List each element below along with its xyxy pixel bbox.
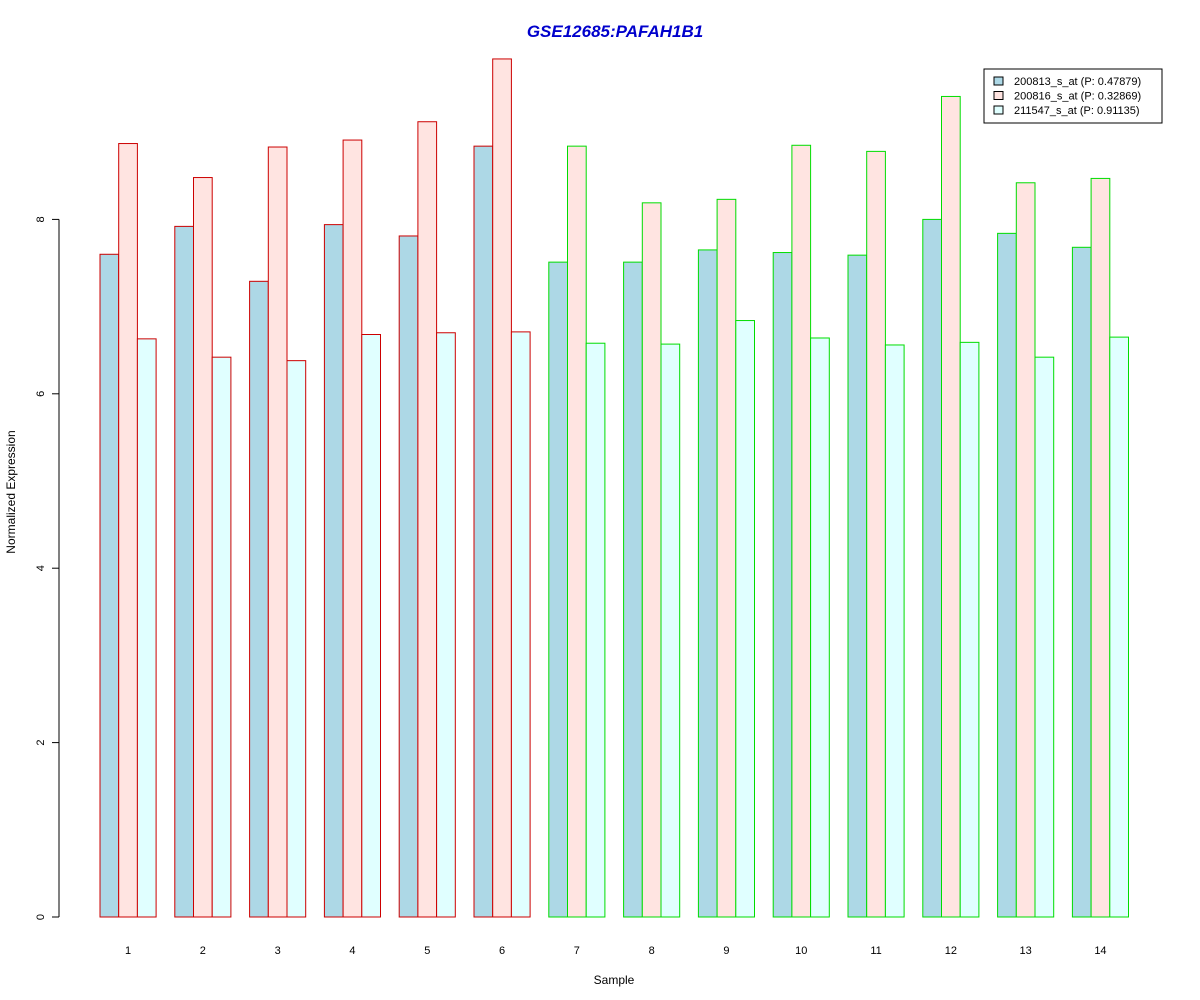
bar-sample-3-series-3 — [286, 360, 307, 918]
bar-sample-1-series-1 — [99, 253, 120, 918]
bar-sample-6-series-3 — [510, 331, 531, 918]
x-axis-label: Sample — [594, 973, 635, 987]
x-tick-label: 3 — [275, 945, 281, 957]
bar-sample-2-series-2 — [193, 177, 213, 918]
bar-sample-5-series-3 — [436, 332, 456, 918]
bar-sample-8-series-2 — [641, 202, 662, 918]
bar-sample-3-series-1 — [249, 280, 269, 918]
bar-sample-1-series-3 — [136, 338, 157, 918]
x-tick-label: 11 — [870, 945, 881, 957]
y-axis: 0 2 4 6 8 — [35, 216, 60, 920]
bar-sample-11-series-3 — [884, 344, 905, 918]
bars-layer — [99, 58, 1130, 918]
bar-sample-10-series-1 — [772, 252, 793, 918]
x-tick-label: 1 — [125, 945, 131, 957]
y-tick-label: 2 — [35, 740, 47, 746]
bar-sample-7-series-3 — [585, 342, 606, 918]
bar-sample-10-series-3 — [810, 337, 830, 918]
bar-sample-12-series-2 — [941, 95, 961, 918]
x-tick-label: 8 — [649, 945, 655, 957]
bar-sample-9-series-1 — [697, 249, 718, 918]
bar-sample-8-series-3 — [660, 343, 681, 918]
bar-sample-4-series-2 — [342, 139, 363, 918]
x-tick-label: 6 — [499, 945, 505, 957]
bar-sample-7-series-1 — [548, 261, 568, 918]
y-axis-label: Normalized Expression — [4, 430, 18, 553]
bar-sample-2-series-3 — [211, 356, 232, 918]
x-tick-labels: 1 2 3 4 5 6 7 8 9 10 11 12 13 14 — [125, 945, 1107, 957]
y-tick-label: 0 — [35, 914, 47, 920]
legend-swatch — [993, 105, 1004, 115]
y-tick-label: 4 — [35, 565, 47, 571]
bar-sample-13-series-2 — [1015, 182, 1036, 918]
bar-sample-4-series-3 — [361, 334, 381, 918]
x-tick-label: 7 — [574, 945, 580, 957]
legend-entry: 211547_s_at (P: 0.91135) — [1014, 105, 1140, 117]
legend-swatch — [993, 91, 1004, 100]
legend-swatch — [993, 76, 1004, 86]
legend-box — [983, 68, 1163, 124]
bar-sample-9-series-2 — [716, 198, 737, 918]
x-tick-label: 5 — [424, 945, 430, 957]
x-tick-label: 14 — [1094, 945, 1106, 957]
chart-title: GSE12685:PAFAH1B1 — [527, 22, 703, 41]
bar-sample-12-series-3 — [959, 341, 980, 918]
x-tick-label: 10 — [795, 945, 807, 957]
x-tick-label: 2 — [200, 945, 206, 957]
x-tick-label: 4 — [349, 945, 355, 957]
legend: 200813_s_at (P: 0.47879) 200816_s_at (P: … — [983, 68, 1163, 124]
bar-sample-9-series-3 — [735, 320, 755, 918]
y-tick-label: 8 — [35, 216, 47, 222]
bar-sample-3-series-2 — [267, 146, 288, 918]
bar-sample-1-series-2 — [118, 143, 138, 918]
bar-sample-6-series-2 — [492, 58, 512, 918]
bar-sample-11-series-1 — [847, 254, 868, 918]
bar-sample-7-series-2 — [567, 145, 587, 918]
bar-sample-5-series-1 — [398, 235, 419, 918]
bar-sample-12-series-1 — [922, 218, 942, 918]
x-tick-label: 9 — [723, 945, 729, 957]
x-tick-label: 13 — [1020, 945, 1032, 957]
bar-sample-6-series-1 — [473, 145, 494, 918]
bar-sample-11-series-2 — [866, 150, 886, 918]
bar-sample-2-series-1 — [174, 225, 195, 918]
bar-sample-14-series-1 — [1071, 246, 1092, 918]
legend-entry: 200816_s_at (P: 0.32869) — [1014, 91, 1141, 103]
y-tick-label: 6 — [35, 391, 47, 397]
x-tick-label: 12 — [945, 945, 957, 957]
bar-sample-14-series-2 — [1090, 177, 1111, 918]
bar-sample-5-series-2 — [417, 121, 438, 918]
legend-entry: 200813_s_at (P: 0.47879) — [1014, 76, 1141, 88]
bar-sample-10-series-2 — [791, 144, 812, 918]
bar-sample-8-series-1 — [623, 261, 643, 918]
bar-sample-4-series-1 — [323, 224, 344, 918]
bar-sample-14-series-3 — [1109, 336, 1130, 918]
bar-sample-13-series-3 — [1034, 356, 1055, 918]
bar-sample-13-series-1 — [997, 232, 1017, 918]
